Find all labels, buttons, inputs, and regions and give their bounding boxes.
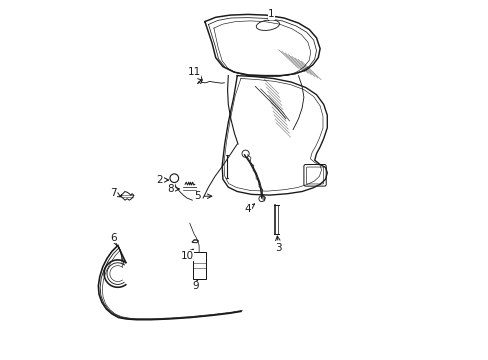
Text: 8: 8 (167, 184, 179, 194)
Text: 5: 5 (194, 191, 211, 201)
Text: 9: 9 (192, 280, 199, 291)
Text: 3: 3 (275, 236, 282, 253)
Text: 11: 11 (187, 67, 202, 80)
Text: 1: 1 (267, 9, 274, 21)
Text: 7: 7 (110, 188, 121, 198)
Text: 6: 6 (110, 233, 116, 246)
Bar (193, 252, 205, 279)
Text: 2: 2 (156, 175, 168, 185)
Text: 4: 4 (244, 204, 254, 214)
Text: 10: 10 (180, 249, 193, 261)
